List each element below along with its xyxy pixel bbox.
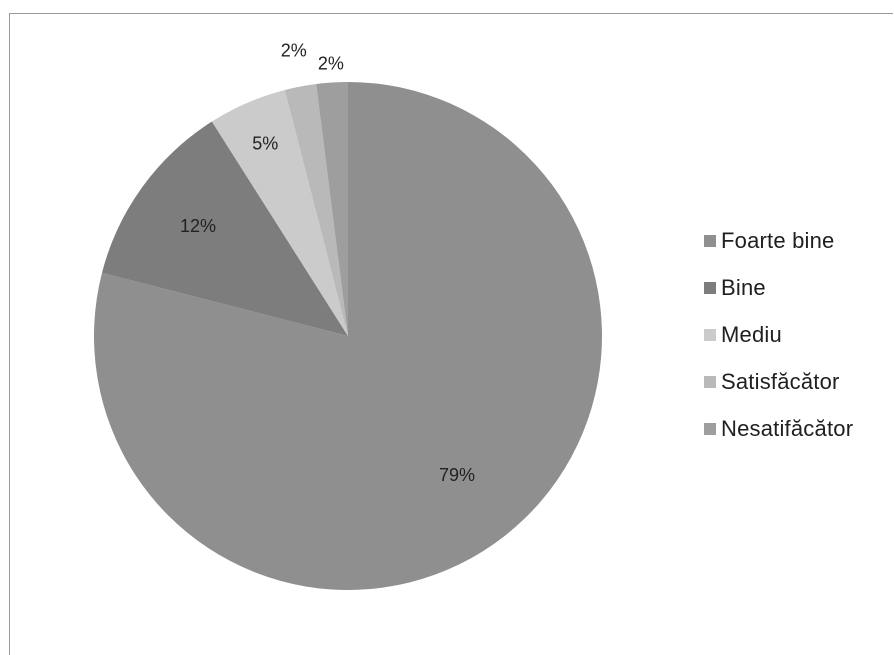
legend-swatch-satisfacator	[704, 375, 716, 388]
legend-label-bine: Bine	[721, 274, 766, 300]
legend-swatch-bine	[704, 281, 716, 294]
data-label-bine: 12%	[180, 216, 216, 236]
pie-data-labels: 79% 12% 5% 2% 2%	[180, 40, 475, 485]
legend-label-foarte-bine: Foarte bine	[721, 227, 835, 253]
legend-label-nesatifacator: Nesatifăcător	[721, 415, 854, 441]
legend-swatch-mediu	[704, 328, 716, 341]
data-label-mediu: 5%	[252, 134, 278, 154]
data-label-foarte-bine: 79%	[439, 465, 475, 485]
legend-label-satisfacator: Satisfăcător	[721, 368, 840, 394]
pie-slice-satisfacator	[284, 84, 348, 336]
legend-label-mediu: Mediu	[721, 321, 782, 347]
legend-item-bine: Bine	[704, 273, 853, 302]
legend-swatch-foarte-bine	[704, 234, 716, 247]
legend-item-nesatifacator: Nesatifăcător	[704, 414, 853, 443]
pie-slice-bine	[101, 121, 348, 336]
pie-slice-nesatifacator	[316, 82, 348, 336]
pie-slice-mediu	[211, 89, 348, 336]
chart-legend: Foarte bine Bine Mediu Satisfăcător Nesa…	[704, 226, 853, 461]
pie-slices	[93, 82, 603, 590]
legend-item-mediu: Mediu	[704, 320, 853, 349]
legend-item-foarte-bine: Foarte bine	[704, 226, 853, 255]
data-label-satisfacator: 2%	[281, 40, 307, 60]
legend-swatch-nesatifacator	[704, 422, 716, 435]
data-label-nesatifacator: 2%	[318, 54, 344, 74]
pie-slice-foarte-bine	[93, 82, 603, 590]
legend-item-satisfacator: Satisfăcător	[704, 367, 853, 396]
